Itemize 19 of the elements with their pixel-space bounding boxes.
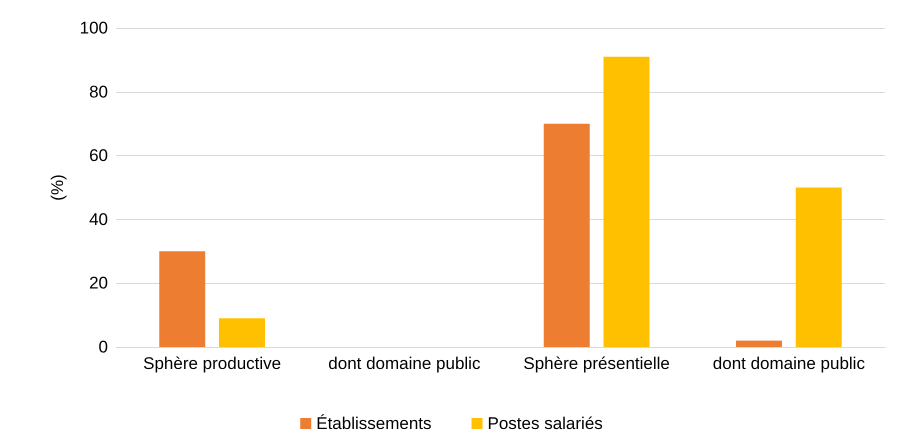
bar	[159, 251, 206, 347]
bar	[544, 124, 590, 347]
y-axis-title: (%)	[48, 174, 67, 201]
y-tick-label: 20	[89, 274, 108, 293]
y-tick-label: 40	[89, 210, 108, 229]
x-tick-label: Sphère productive	[143, 354, 282, 373]
y-tick-label: 0	[98, 338, 108, 356]
y-tick-label: 60	[89, 146, 108, 166]
x-tick-label: dont domaine public	[712, 354, 866, 373]
bar	[219, 318, 265, 347]
legend-label: Établissements	[316, 414, 432, 433]
bar	[736, 340, 782, 347]
x-tick-label: Sphère présentielle	[523, 354, 670, 373]
y-tick-label: 100	[80, 18, 108, 38]
bar	[604, 56, 650, 347]
bar	[796, 188, 842, 347]
legend-label: Postes salariés	[488, 414, 603, 433]
x-tick-label: dont domaine public	[328, 354, 481, 373]
y-tick-label: 80	[89, 82, 108, 102]
